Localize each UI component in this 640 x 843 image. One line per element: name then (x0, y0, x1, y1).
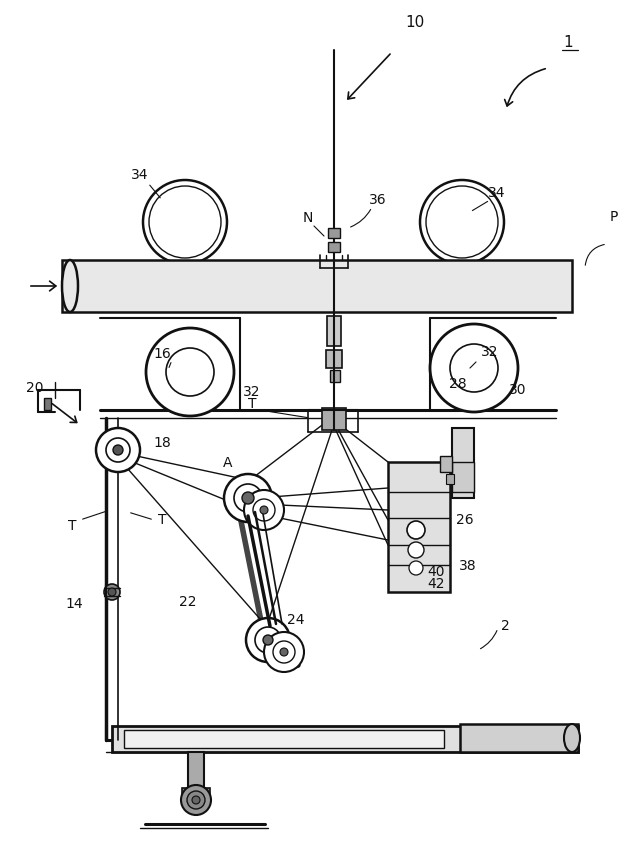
Text: 32: 32 (481, 345, 499, 359)
Text: T: T (157, 513, 166, 527)
Text: 32: 32 (243, 385, 260, 399)
Circle shape (113, 445, 123, 455)
Bar (446, 474, 454, 484)
Text: T: T (68, 519, 76, 533)
Circle shape (187, 791, 205, 809)
Circle shape (264, 632, 304, 672)
Text: B: B (291, 657, 301, 671)
Bar (188, 752, 204, 788)
Circle shape (280, 648, 288, 656)
Circle shape (181, 785, 211, 815)
Text: 34: 34 (488, 186, 506, 200)
Circle shape (143, 180, 227, 264)
Text: 36: 36 (369, 193, 387, 207)
Bar (452, 428, 474, 498)
Circle shape (408, 542, 424, 558)
Text: 22: 22 (179, 595, 196, 609)
Ellipse shape (564, 724, 580, 752)
Text: A: A (223, 456, 233, 470)
Bar (328, 228, 340, 238)
Bar (328, 242, 340, 252)
Bar (322, 408, 346, 430)
Text: 26: 26 (456, 513, 474, 527)
Text: 20: 20 (26, 381, 44, 395)
Circle shape (96, 428, 140, 472)
Bar (124, 730, 444, 748)
Bar (388, 462, 450, 592)
Circle shape (255, 627, 281, 653)
Ellipse shape (62, 260, 78, 312)
Text: P: P (610, 210, 618, 224)
Text: 40: 40 (428, 565, 445, 579)
Text: 18: 18 (153, 436, 171, 450)
Circle shape (273, 641, 295, 663)
Circle shape (244, 490, 284, 530)
Bar (440, 456, 452, 472)
Text: 2: 2 (500, 619, 509, 633)
Text: 34: 34 (131, 168, 148, 182)
Text: 10: 10 (405, 14, 424, 30)
Text: T: T (248, 397, 256, 411)
Text: 1: 1 (563, 35, 573, 50)
Circle shape (234, 484, 262, 512)
Circle shape (166, 348, 214, 396)
Circle shape (450, 344, 498, 392)
Text: 24: 24 (287, 613, 305, 627)
Circle shape (407, 521, 425, 539)
Circle shape (242, 492, 254, 504)
Text: N: N (303, 211, 313, 225)
Circle shape (106, 438, 130, 462)
Circle shape (253, 499, 275, 521)
Circle shape (104, 584, 120, 600)
Circle shape (409, 561, 423, 575)
Bar (326, 350, 342, 368)
Bar (452, 462, 474, 492)
Bar (112, 726, 578, 752)
Text: 16: 16 (153, 347, 171, 361)
Circle shape (420, 180, 504, 264)
Text: 28: 28 (449, 377, 467, 391)
Circle shape (430, 324, 518, 412)
Text: 14: 14 (65, 597, 83, 611)
Bar (327, 316, 341, 346)
Circle shape (246, 618, 290, 662)
Circle shape (146, 328, 234, 416)
Circle shape (108, 588, 116, 596)
Circle shape (426, 186, 498, 258)
Circle shape (263, 635, 273, 645)
Text: 42: 42 (428, 577, 445, 591)
Text: 30: 30 (509, 383, 527, 397)
Circle shape (260, 506, 268, 514)
Bar (330, 370, 340, 382)
Bar (182, 788, 210, 798)
Bar (62, 260, 572, 312)
Text: 38: 38 (459, 559, 477, 573)
Circle shape (149, 186, 221, 258)
Bar (460, 724, 578, 752)
Circle shape (224, 474, 272, 522)
Bar (44, 398, 51, 410)
Circle shape (192, 796, 200, 804)
